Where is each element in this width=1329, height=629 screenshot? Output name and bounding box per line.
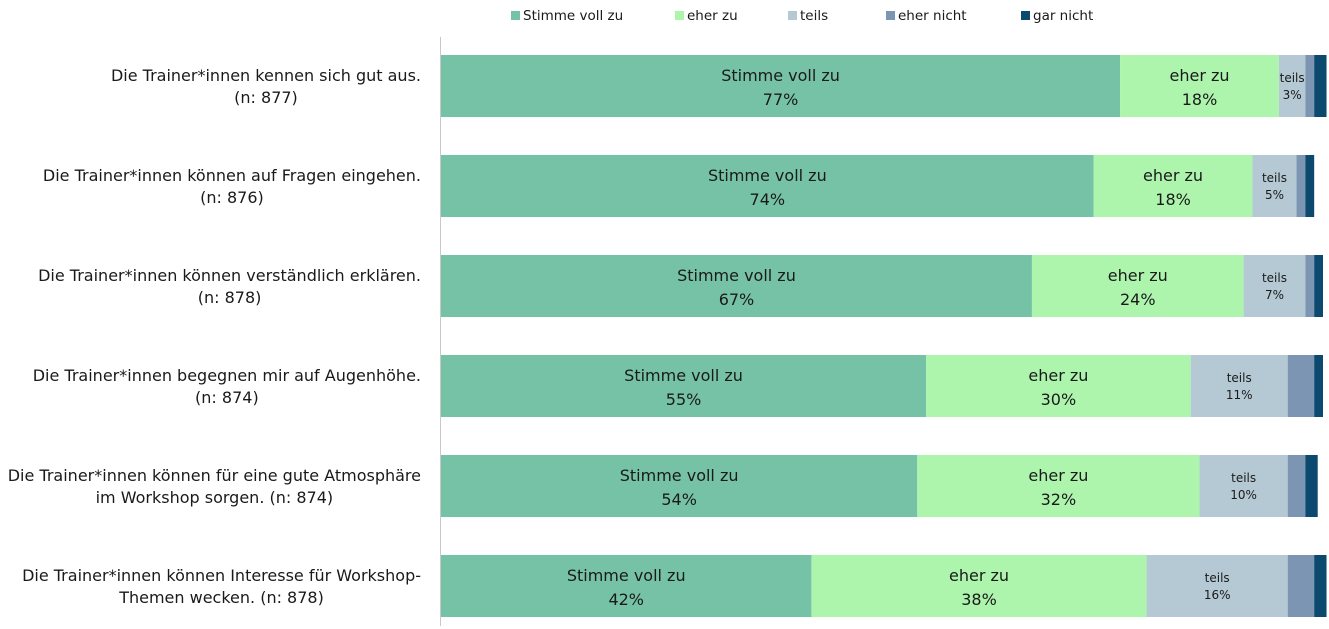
segment-series-label: Stimme voll zu bbox=[567, 566, 686, 585]
bar-segment-stimme-voll-zu bbox=[441, 455, 918, 517]
segment-value-label: 67% bbox=[719, 290, 755, 309]
segment-series-label: eher zu bbox=[949, 566, 1009, 585]
legend: Stimme voll zu eher zu teils eher nicht gar … bbox=[511, 8, 1093, 24]
legend-swatch bbox=[886, 11, 895, 20]
bar-segment-teils bbox=[1190, 355, 1288, 417]
bar-segment-eher-zu bbox=[811, 555, 1147, 617]
segment-series-label: Stimme voll zu bbox=[721, 66, 840, 85]
segment-value-label: 10% bbox=[1230, 488, 1257, 502]
segment-value-label: 16% bbox=[1204, 588, 1231, 602]
bar-segment-eher-nicht bbox=[1287, 555, 1315, 617]
bar-segment-gar-nicht bbox=[1305, 455, 1318, 517]
category-label: Die Trainer*innen können verständlich er… bbox=[38, 266, 421, 285]
category-label: (n: 876) bbox=[200, 188, 264, 207]
segment-series-label: eher zu bbox=[1028, 466, 1088, 485]
bar-segment-gar-nicht bbox=[1314, 555, 1327, 617]
segment-value-label: 42% bbox=[608, 590, 644, 609]
bar-segment-teils bbox=[1146, 555, 1288, 617]
category-label: Die Trainer*innen kennen sich gut aus. bbox=[111, 66, 421, 85]
bar-segment-eher-nicht bbox=[1305, 255, 1315, 317]
bar-segment-gar-nicht bbox=[1314, 55, 1327, 117]
segment-series-label: teils bbox=[1231, 471, 1256, 485]
bar-segment-gar-nicht bbox=[1314, 355, 1323, 417]
bar-segment-eher-nicht bbox=[1296, 155, 1306, 217]
legend-swatch bbox=[1021, 11, 1030, 20]
category-label: Die Trainer*innen begegnen mir auf Augen… bbox=[33, 366, 421, 385]
category-label: (n: 874) bbox=[195, 388, 259, 407]
segment-value-label: 38% bbox=[961, 590, 997, 609]
category-label: Die Trainer*innen können für eine gute A… bbox=[8, 466, 421, 485]
segment-value-label: 74% bbox=[750, 190, 786, 209]
bar-segment-stimme-voll-zu bbox=[441, 255, 1032, 317]
legend-label: eher zu bbox=[687, 8, 738, 24]
legend-swatch bbox=[788, 11, 797, 20]
segment-series-label: eher zu bbox=[1028, 366, 1088, 385]
bar-row: Die Trainer*innen begegnen mir auf Augen… bbox=[33, 355, 1323, 417]
bar-segment-eher-zu bbox=[1031, 255, 1244, 317]
segment-series-label: teils bbox=[1227, 371, 1252, 385]
segment-value-label: 18% bbox=[1182, 90, 1218, 109]
bar-segment-stimme-voll-zu bbox=[441, 555, 812, 617]
bar-row: Die Trainer*innen können auf Fragen eing… bbox=[43, 155, 1315, 217]
bar-segment-stimme-voll-zu bbox=[441, 55, 1121, 117]
segment-series-label: Stimme voll zu bbox=[708, 166, 827, 185]
bar-row: Die Trainer*innen können für eine gute A… bbox=[8, 455, 1318, 517]
bar-row: Die Trainer*innen können verständlich er… bbox=[38, 255, 1323, 317]
bar-segment-teils bbox=[1199, 455, 1288, 517]
category-label: Die Trainer*innen können auf Fragen eing… bbox=[43, 166, 421, 185]
segment-value-label: 3% bbox=[1283, 88, 1302, 102]
segment-series-label: teils bbox=[1205, 571, 1230, 585]
segment-value-label: 7% bbox=[1265, 288, 1284, 302]
bar-row: Die Trainer*innen kennen sich gut aus. (n… bbox=[111, 55, 1327, 117]
bar-segment-eher-zu bbox=[1093, 155, 1253, 217]
bar-segment-teils bbox=[1278, 55, 1306, 117]
bar-row: Die Trainer*innen können Interesse für W… bbox=[22, 555, 1327, 617]
segment-series-label: teils bbox=[1280, 71, 1305, 85]
segment-value-label: 55% bbox=[666, 390, 702, 409]
bar-segment-eher-zu bbox=[1120, 55, 1279, 117]
legend-label: eher nicht bbox=[898, 8, 967, 24]
bar-segment-gar-nicht bbox=[1305, 155, 1315, 217]
segment-value-label: 24% bbox=[1120, 290, 1156, 309]
segment-value-label: 54% bbox=[661, 490, 697, 509]
segment-value-label: 11% bbox=[1226, 388, 1253, 402]
segment-value-label: 32% bbox=[1041, 490, 1077, 509]
legend-label: teils bbox=[800, 8, 828, 24]
bar-segment-gar-nicht bbox=[1314, 255, 1323, 317]
segment-series-label: Stimme voll zu bbox=[624, 366, 743, 385]
legend-swatch bbox=[511, 11, 520, 20]
bar-segment-eher-zu bbox=[917, 455, 1200, 517]
segment-series-label: eher zu bbox=[1170, 66, 1230, 85]
bar-segment-eher-zu bbox=[926, 355, 1191, 417]
category-label: (n: 878) bbox=[198, 288, 262, 307]
bar-segment-teils bbox=[1243, 255, 1306, 317]
category-label: Die Trainer*innen können Interesse für W… bbox=[22, 566, 421, 585]
segment-series-label: eher zu bbox=[1143, 166, 1203, 185]
segment-series-label: Stimme voll zu bbox=[677, 266, 796, 285]
category-label: im Workshop sorgen. (n: 874) bbox=[96, 488, 334, 507]
category-label: Themen wecken. (n: 878) bbox=[118, 588, 324, 607]
segment-value-label: 5% bbox=[1265, 188, 1284, 202]
legend-swatch bbox=[675, 11, 684, 20]
segment-series-label: eher zu bbox=[1108, 266, 1168, 285]
segment-value-label: 30% bbox=[1041, 390, 1077, 409]
segment-value-label: 18% bbox=[1155, 190, 1191, 209]
segment-series-label: teils bbox=[1262, 171, 1287, 185]
legend-label: Stimme voll zu bbox=[523, 8, 623, 24]
category-label: (n: 877) bbox=[234, 88, 298, 107]
bar-segment-eher-nicht bbox=[1287, 455, 1306, 517]
bar-segment-eher-nicht bbox=[1287, 355, 1315, 417]
bar-segment-stimme-voll-zu bbox=[441, 155, 1094, 217]
bar-segment-teils bbox=[1252, 155, 1297, 217]
bar-segment-eher-nicht bbox=[1305, 55, 1315, 117]
bar-segment-stimme-voll-zu bbox=[441, 355, 927, 417]
segment-value-label: 77% bbox=[763, 90, 799, 109]
segment-series-label: Stimme voll zu bbox=[620, 466, 739, 485]
segment-series-label: teils bbox=[1262, 271, 1287, 285]
legend-label: gar nicht bbox=[1033, 8, 1093, 24]
